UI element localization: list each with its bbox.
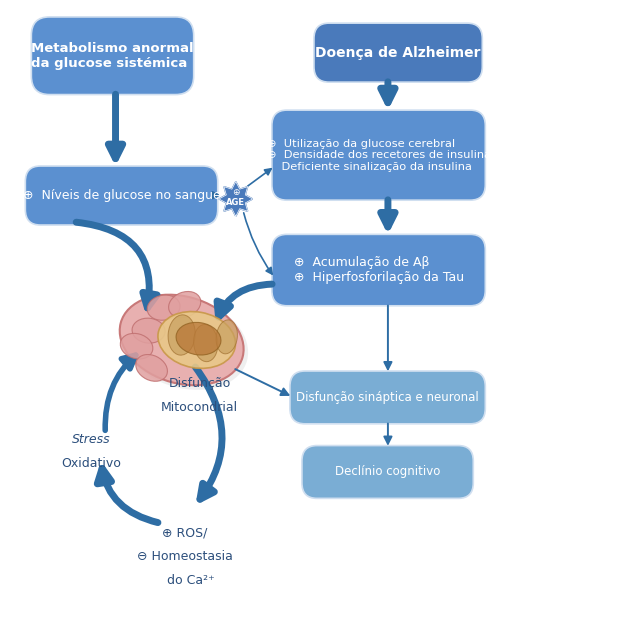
Text: ⊕  Acumulação de Aβ
⊕  Hiperfosforilação da Tau: ⊕ Acumulação de Aβ ⊕ Hiperfosforilação d… <box>293 256 464 284</box>
Text: Oxidativo: Oxidativo <box>61 457 121 470</box>
Ellipse shape <box>168 291 201 318</box>
Polygon shape <box>219 182 253 217</box>
Ellipse shape <box>136 354 167 381</box>
Text: Doença de Alzheimer: Doença de Alzheimer <box>316 46 481 60</box>
Ellipse shape <box>147 295 180 320</box>
Text: ⊖ Homeostasia: ⊖ Homeostasia <box>137 550 233 563</box>
FancyBboxPatch shape <box>290 371 485 424</box>
Text: Declínio cognitivo: Declínio cognitivo <box>335 466 440 479</box>
Text: ⊕ ROS/: ⊕ ROS/ <box>162 526 207 539</box>
FancyBboxPatch shape <box>25 166 218 225</box>
FancyBboxPatch shape <box>272 110 485 200</box>
Ellipse shape <box>121 296 248 390</box>
Ellipse shape <box>120 333 153 359</box>
Text: do Ca²⁺: do Ca²⁺ <box>155 573 215 587</box>
FancyBboxPatch shape <box>32 17 194 95</box>
Text: ⊕: ⊕ <box>232 188 240 197</box>
Ellipse shape <box>176 323 221 355</box>
Ellipse shape <box>119 295 244 385</box>
Ellipse shape <box>132 318 165 343</box>
Text: ⊕  Níveis de glucose no sangue: ⊕ Níveis de glucose no sangue <box>23 189 220 202</box>
Text: AGE: AGE <box>227 198 245 207</box>
Ellipse shape <box>216 320 238 354</box>
Text: Stress: Stress <box>72 433 111 446</box>
Text: Metabolismo anormal
da glucose sistémica: Metabolismo anormal da glucose sistémica <box>31 42 194 70</box>
Ellipse shape <box>194 324 218 362</box>
Text: ⊕  Utilização da glucose cerebral
⊖  Densidade dos recetores de insulina
    Def: ⊕ Utilização da glucose cerebral ⊖ Densi… <box>267 139 491 172</box>
FancyBboxPatch shape <box>302 446 474 499</box>
Text: Mitocondrial: Mitocondrial <box>161 401 238 414</box>
Text: Disfunção sináptica e neuronal: Disfunção sináptica e neuronal <box>297 391 479 404</box>
FancyBboxPatch shape <box>314 23 482 82</box>
Ellipse shape <box>158 311 235 368</box>
Text: Disfunção: Disfunção <box>168 378 231 390</box>
FancyBboxPatch shape <box>272 235 485 306</box>
Ellipse shape <box>168 315 195 355</box>
